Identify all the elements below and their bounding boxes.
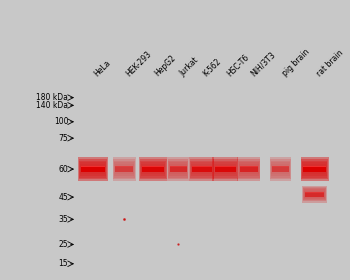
Text: pig brain: pig brain xyxy=(280,48,311,78)
Text: 100: 100 xyxy=(54,117,68,126)
Bar xyxy=(140,159,167,179)
Bar xyxy=(215,166,236,167)
Bar xyxy=(240,166,258,172)
Bar xyxy=(214,162,237,176)
Bar xyxy=(189,157,214,181)
Text: HepG2: HepG2 xyxy=(153,54,178,78)
Bar xyxy=(140,161,166,178)
Text: HeLa: HeLa xyxy=(93,58,113,78)
Bar xyxy=(80,162,106,176)
Bar xyxy=(78,157,107,181)
Bar xyxy=(191,164,212,174)
Bar xyxy=(142,166,164,172)
Bar xyxy=(167,157,189,181)
Text: 180 kDa: 180 kDa xyxy=(36,93,68,102)
Bar xyxy=(169,164,187,174)
Bar xyxy=(190,161,213,178)
Bar xyxy=(271,161,290,178)
Bar xyxy=(240,166,258,167)
Text: HSC-T6: HSC-T6 xyxy=(225,53,251,78)
Bar xyxy=(114,161,135,178)
Bar xyxy=(302,161,327,178)
Bar xyxy=(302,186,327,203)
Bar xyxy=(302,162,327,176)
Bar xyxy=(272,164,289,174)
Bar xyxy=(79,161,106,178)
Bar xyxy=(139,157,167,181)
Bar xyxy=(303,166,326,172)
Bar xyxy=(303,164,326,174)
Bar xyxy=(191,162,212,176)
Bar xyxy=(270,159,290,179)
Bar xyxy=(78,159,107,179)
Bar xyxy=(115,166,133,167)
Bar xyxy=(114,162,134,176)
Text: Jurkat: Jurkat xyxy=(178,56,201,78)
Bar xyxy=(305,192,324,193)
Bar xyxy=(192,166,211,167)
Bar xyxy=(81,166,105,167)
Bar xyxy=(114,164,134,174)
Bar xyxy=(301,159,328,179)
Text: 15: 15 xyxy=(59,259,68,268)
Bar xyxy=(239,162,259,176)
Bar xyxy=(238,161,259,178)
Bar xyxy=(239,164,259,174)
Bar xyxy=(270,157,291,181)
Bar xyxy=(303,187,326,202)
Bar xyxy=(271,162,290,176)
Bar xyxy=(305,192,324,197)
Bar xyxy=(212,157,238,181)
Text: 45: 45 xyxy=(58,193,68,202)
Bar xyxy=(304,191,325,198)
Bar xyxy=(303,166,326,167)
Bar xyxy=(238,159,260,179)
Bar xyxy=(272,166,289,167)
Bar xyxy=(168,159,188,179)
Bar xyxy=(141,162,166,176)
Bar xyxy=(113,157,136,181)
Text: 25: 25 xyxy=(59,240,68,249)
Bar xyxy=(213,161,237,178)
Bar xyxy=(141,164,165,174)
Text: rat brain: rat brain xyxy=(315,48,345,78)
Bar xyxy=(215,166,236,172)
Text: HEK-293: HEK-293 xyxy=(124,49,153,78)
Bar xyxy=(113,159,135,179)
Bar xyxy=(142,166,164,167)
Bar xyxy=(214,164,236,174)
Text: 35: 35 xyxy=(58,215,68,224)
Bar xyxy=(190,159,214,179)
Bar xyxy=(213,159,238,179)
Bar xyxy=(272,166,289,172)
Text: K-562: K-562 xyxy=(202,57,223,78)
Text: 140 kDa: 140 kDa xyxy=(36,101,68,110)
Bar xyxy=(169,162,188,176)
Bar xyxy=(237,157,260,181)
Bar xyxy=(304,189,326,199)
Bar xyxy=(192,166,211,172)
Bar xyxy=(303,188,326,200)
Bar xyxy=(81,166,105,172)
Text: 75: 75 xyxy=(58,134,68,143)
Text: NIH/3T3: NIH/3T3 xyxy=(249,50,277,78)
Text: 60: 60 xyxy=(58,165,68,174)
Bar xyxy=(115,166,133,172)
Bar xyxy=(80,164,105,174)
Bar xyxy=(169,166,187,167)
Bar xyxy=(169,166,187,172)
Bar xyxy=(301,157,329,181)
Bar xyxy=(168,161,188,178)
